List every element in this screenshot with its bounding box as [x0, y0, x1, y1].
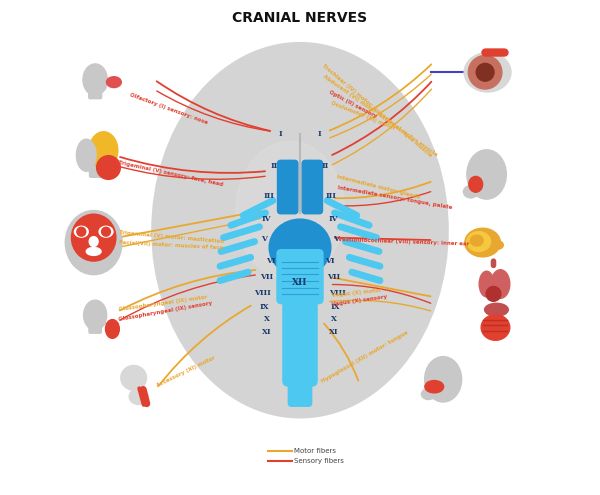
FancyBboxPatch shape [88, 90, 102, 99]
Text: Trochlear (IV) motor: superior oblique muscle: Trochlear (IV) motor: superior oblique m… [320, 63, 433, 158]
Ellipse shape [286, 267, 314, 293]
Ellipse shape [236, 142, 344, 280]
Text: IX: IX [260, 303, 269, 311]
Ellipse shape [107, 77, 121, 88]
Text: Hypoglossal (XII) motor: tongue: Hypoglossal (XII) motor: tongue [321, 330, 410, 384]
Text: Intermediate motor: glands: Intermediate motor: glands [337, 175, 421, 200]
Ellipse shape [467, 232, 491, 251]
Text: V: V [262, 235, 268, 243]
Circle shape [469, 55, 502, 89]
Text: X: X [331, 315, 337, 323]
Text: Vestibulocochlear (VIII) sensory: inner ear: Vestibulocochlear (VIII) sensory: inner … [338, 237, 470, 247]
Ellipse shape [86, 248, 101, 255]
Text: VIII: VIII [254, 289, 271, 297]
Text: I: I [278, 130, 282, 138]
Text: X: X [263, 315, 269, 323]
FancyBboxPatch shape [277, 249, 323, 304]
Ellipse shape [479, 271, 494, 297]
Ellipse shape [425, 356, 461, 402]
Ellipse shape [421, 389, 435, 399]
Ellipse shape [71, 214, 116, 261]
Text: VI: VI [325, 257, 334, 265]
Ellipse shape [89, 237, 98, 247]
Text: Olfactory (I) sensory: nose: Olfactory (I) sensory: nose [129, 92, 208, 125]
Ellipse shape [490, 241, 503, 249]
FancyBboxPatch shape [282, 294, 318, 387]
Ellipse shape [467, 150, 506, 199]
Text: XI: XI [262, 328, 271, 337]
Ellipse shape [74, 226, 88, 237]
Ellipse shape [99, 85, 106, 91]
Ellipse shape [98, 320, 106, 325]
Ellipse shape [106, 320, 119, 338]
Text: III: III [325, 192, 336, 199]
Circle shape [77, 227, 86, 236]
Ellipse shape [65, 210, 122, 275]
Text: VII: VII [260, 273, 273, 281]
Ellipse shape [491, 270, 510, 298]
Text: VIII: VIII [329, 289, 346, 297]
Text: Accessory (XI) motor: Accessory (XI) motor [156, 355, 216, 388]
Ellipse shape [269, 219, 331, 276]
Ellipse shape [76, 139, 96, 171]
Ellipse shape [83, 300, 107, 330]
Text: XI: XI [329, 328, 338, 337]
Text: II: II [271, 162, 278, 170]
Ellipse shape [83, 142, 109, 174]
Text: I: I [318, 130, 322, 138]
FancyArrowPatch shape [139, 389, 144, 405]
Ellipse shape [83, 64, 107, 96]
Text: Vagus (X) sensory: Vagus (X) sensory [332, 294, 388, 307]
FancyBboxPatch shape [287, 372, 313, 407]
Text: III: III [264, 192, 275, 199]
Text: VII: VII [327, 273, 340, 281]
Text: II: II [322, 162, 329, 170]
Text: Intermediate sensory: tongue, palate: Intermediate sensory: tongue, palate [337, 185, 452, 210]
Ellipse shape [469, 176, 482, 192]
Text: V: V [332, 235, 338, 243]
Ellipse shape [97, 156, 121, 179]
Text: VI: VI [266, 257, 275, 265]
Text: Sensory fibers: Sensory fibers [294, 458, 344, 464]
Text: Abducent (VI) motor: external rectus muscle: Abducent (VI) motor: external rectus mus… [322, 74, 439, 157]
Text: IV: IV [262, 215, 271, 223]
Circle shape [476, 63, 494, 81]
FancyArrowPatch shape [143, 390, 147, 404]
Text: Oculomotor (III) motor: Oculomotor (III) motor [330, 100, 396, 131]
Ellipse shape [485, 303, 508, 316]
Ellipse shape [465, 228, 500, 257]
Ellipse shape [463, 186, 478, 198]
Ellipse shape [89, 132, 118, 169]
Ellipse shape [425, 381, 443, 393]
Ellipse shape [100, 163, 107, 169]
Text: Motor fibers: Motor fibers [294, 448, 336, 454]
Text: Trigeminal (V) sensory: face, head: Trigeminal (V) sensory: face, head [118, 160, 224, 187]
Text: Optic (II) sensory: Optic (II) sensory [328, 90, 378, 119]
Text: Vagus (X) motor: Vagus (X) motor [332, 288, 382, 298]
Text: IV: IV [329, 215, 338, 223]
Ellipse shape [470, 235, 483, 246]
Ellipse shape [464, 52, 511, 92]
Ellipse shape [129, 389, 148, 404]
Ellipse shape [152, 43, 448, 418]
Text: CRANIAL NERVES: CRANIAL NERVES [232, 11, 368, 25]
Circle shape [101, 227, 110, 236]
Text: Glossopharyngeal (IX) sensory: Glossopharyngeal (IX) sensory [118, 300, 213, 322]
FancyBboxPatch shape [88, 325, 102, 334]
Ellipse shape [486, 287, 501, 301]
Ellipse shape [481, 315, 510, 340]
FancyBboxPatch shape [277, 159, 299, 214]
FancyBboxPatch shape [301, 159, 323, 214]
Text: XII: XII [292, 278, 308, 287]
Text: Facial(VII) motor: muscles of face: Facial(VII) motor: muscles of face [119, 240, 223, 250]
Ellipse shape [121, 365, 146, 390]
Text: Trigeminal (V) motor: mastication: Trigeminal (V) motor: mastication [119, 230, 224, 245]
Text: IX: IX [331, 303, 340, 311]
Ellipse shape [99, 226, 113, 237]
FancyBboxPatch shape [89, 169, 103, 178]
Text: Glossopharyngeal (IX) motor: Glossopharyngeal (IX) motor [118, 295, 208, 312]
